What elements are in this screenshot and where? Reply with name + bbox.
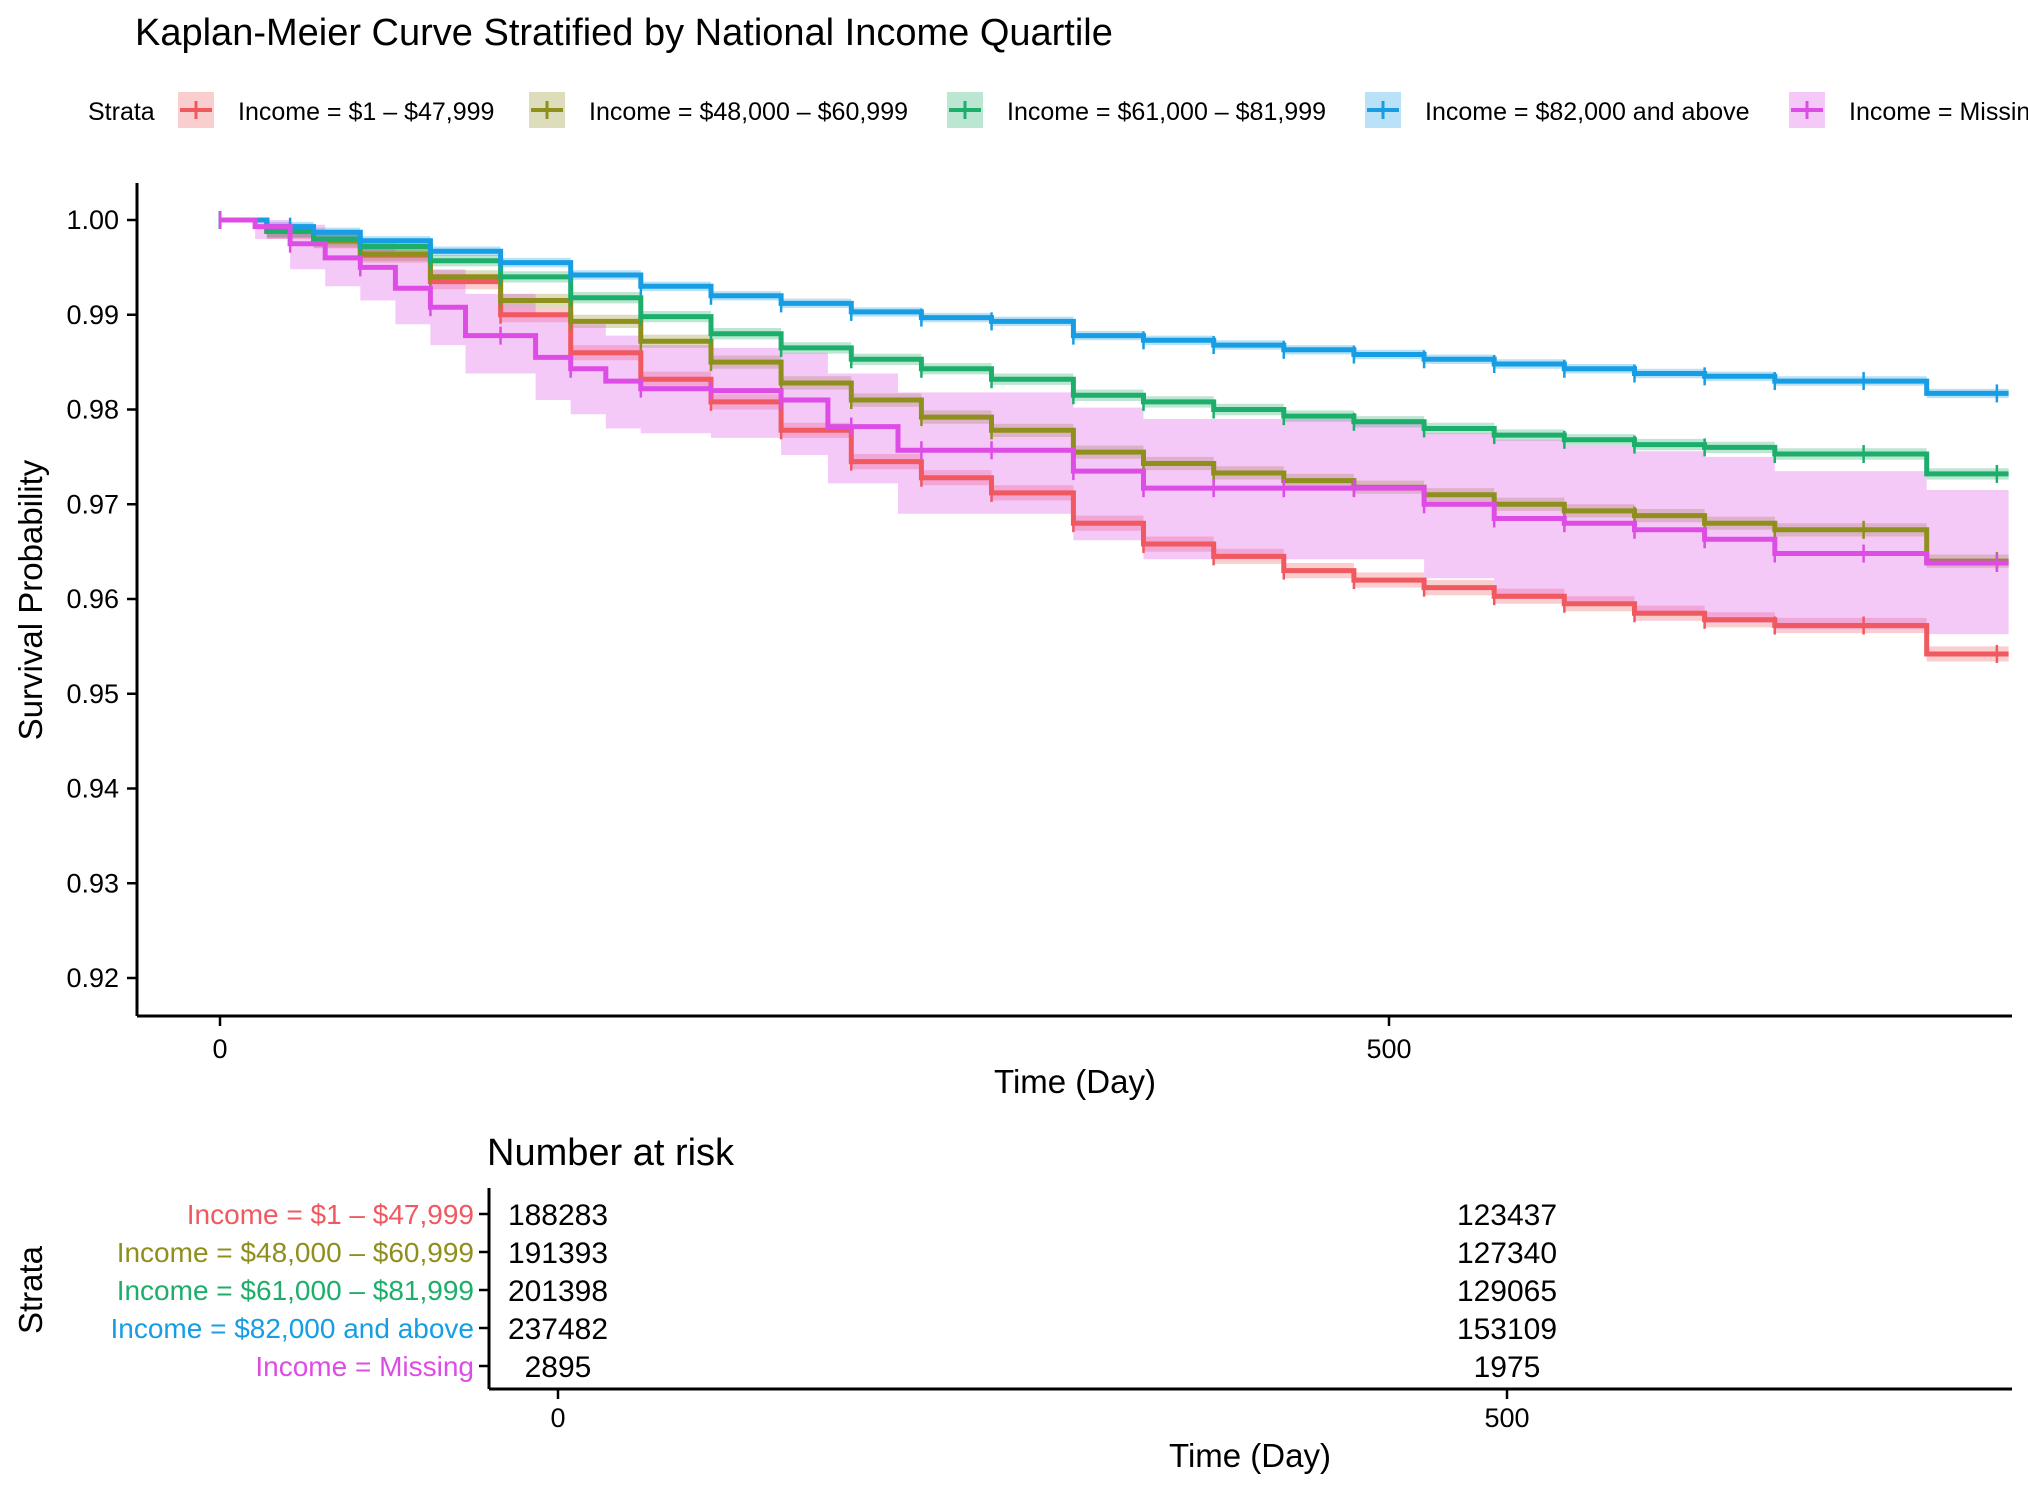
y-tick-label: 0.92	[66, 963, 119, 993]
risk-count: 237482	[508, 1313, 608, 1346]
risk-x-axis-title: Time (Day)	[1169, 1437, 1331, 1474]
risk-x-tick-label: 500	[1484, 1403, 1529, 1433]
legend-item-series-5: Income = Missing	[1789, 92, 2028, 128]
risk-x-tick-label: 0	[550, 1403, 565, 1433]
y-tick-label: 0.99	[66, 300, 119, 330]
risk-strata-label: Income = $48,000 – $60,999	[117, 1237, 474, 1268]
legend-label: Income = $61,000 – $81,999	[1007, 98, 1326, 126]
y-tick-label: 0.98	[66, 395, 119, 425]
censor-marks-series-3	[218, 211, 1999, 483]
legend-title: Strata	[88, 98, 155, 126]
risk-count: 129065	[1457, 1275, 1557, 1308]
legend-item-series-3: Income = $61,000 – $81,999	[947, 92, 1326, 128]
risk-count: 188283	[508, 1199, 608, 1232]
risk-count: 1975	[1474, 1351, 1541, 1384]
risk-count: 2895	[525, 1351, 592, 1384]
risk-strata-label: Income = $1 – $47,999	[187, 1199, 474, 1230]
legend-item-series-2: Income = $48,000 – $60,999	[529, 92, 908, 128]
chart-title: Kaplan-Meier Curve Stratified by Nationa…	[135, 12, 1113, 54]
risk-table: Number at risk Income = $1 – $47,999 1882…	[12, 1132, 2012, 1474]
risk-strata-label: Income = Missing	[255, 1351, 474, 1382]
x-tick-label: 0	[212, 1034, 227, 1064]
y-tick-label: 0.95	[66, 679, 119, 709]
legend-label: Income = $1 – $47,999	[238, 98, 494, 126]
legend-item-series-4: Income = $82,000 and above	[1365, 92, 1750, 128]
ci-band-series-5	[220, 220, 2009, 635]
censor-marks-series-5	[218, 211, 1999, 572]
y-tick-label: 0.97	[66, 489, 119, 519]
y-tick-label: 0.93	[66, 868, 119, 898]
censor-marks-series-4	[218, 211, 1999, 403]
legend-label: Income = $82,000 and above	[1425, 98, 1750, 126]
survival-curve-series-1	[220, 217, 2009, 657]
risk-count: 123437	[1457, 1199, 1557, 1232]
y-axis-title: Survival Probability	[12, 459, 49, 740]
legend-label: Income = Missing	[1849, 98, 2028, 126]
y-tick-label: 1.00	[66, 205, 119, 235]
survival-curve-series-2	[220, 217, 2009, 564]
legend-item-series-1: Income = $1 – $47,999	[178, 92, 494, 128]
risk-strata-label: Income = $61,000 – $81,999	[117, 1275, 474, 1306]
survival-curve-series-4	[220, 217, 2009, 396]
risk-count: 153109	[1457, 1313, 1557, 1346]
survival-plot-area: 0.92 0.93 0.94 0.95 0.96 0.97 0.98 0.99 1.00 0 500…	[12, 183, 2012, 1100]
legend-label: Income = $48,000 – $60,999	[589, 98, 908, 126]
x-axis-title: Time (Day)	[994, 1063, 1156, 1100]
y-tick-label: 0.96	[66, 584, 119, 614]
risk-y-axis-title: Strata	[12, 1245, 49, 1334]
risk-count: 201398	[508, 1275, 608, 1308]
risk-table-title: Number at risk	[487, 1132, 735, 1174]
survival-curve-series-3	[220, 217, 2009, 477]
risk-count: 127340	[1457, 1237, 1557, 1270]
risk-count: 191393	[508, 1237, 608, 1270]
legend: Strata Income = $1 – $47,999 Income = $48…	[88, 92, 2028, 128]
x-tick-label: 500	[1366, 1034, 1411, 1064]
y-tick-label: 0.94	[66, 774, 119, 804]
risk-strata-label: Income = $82,000 and above	[110, 1313, 474, 1344]
